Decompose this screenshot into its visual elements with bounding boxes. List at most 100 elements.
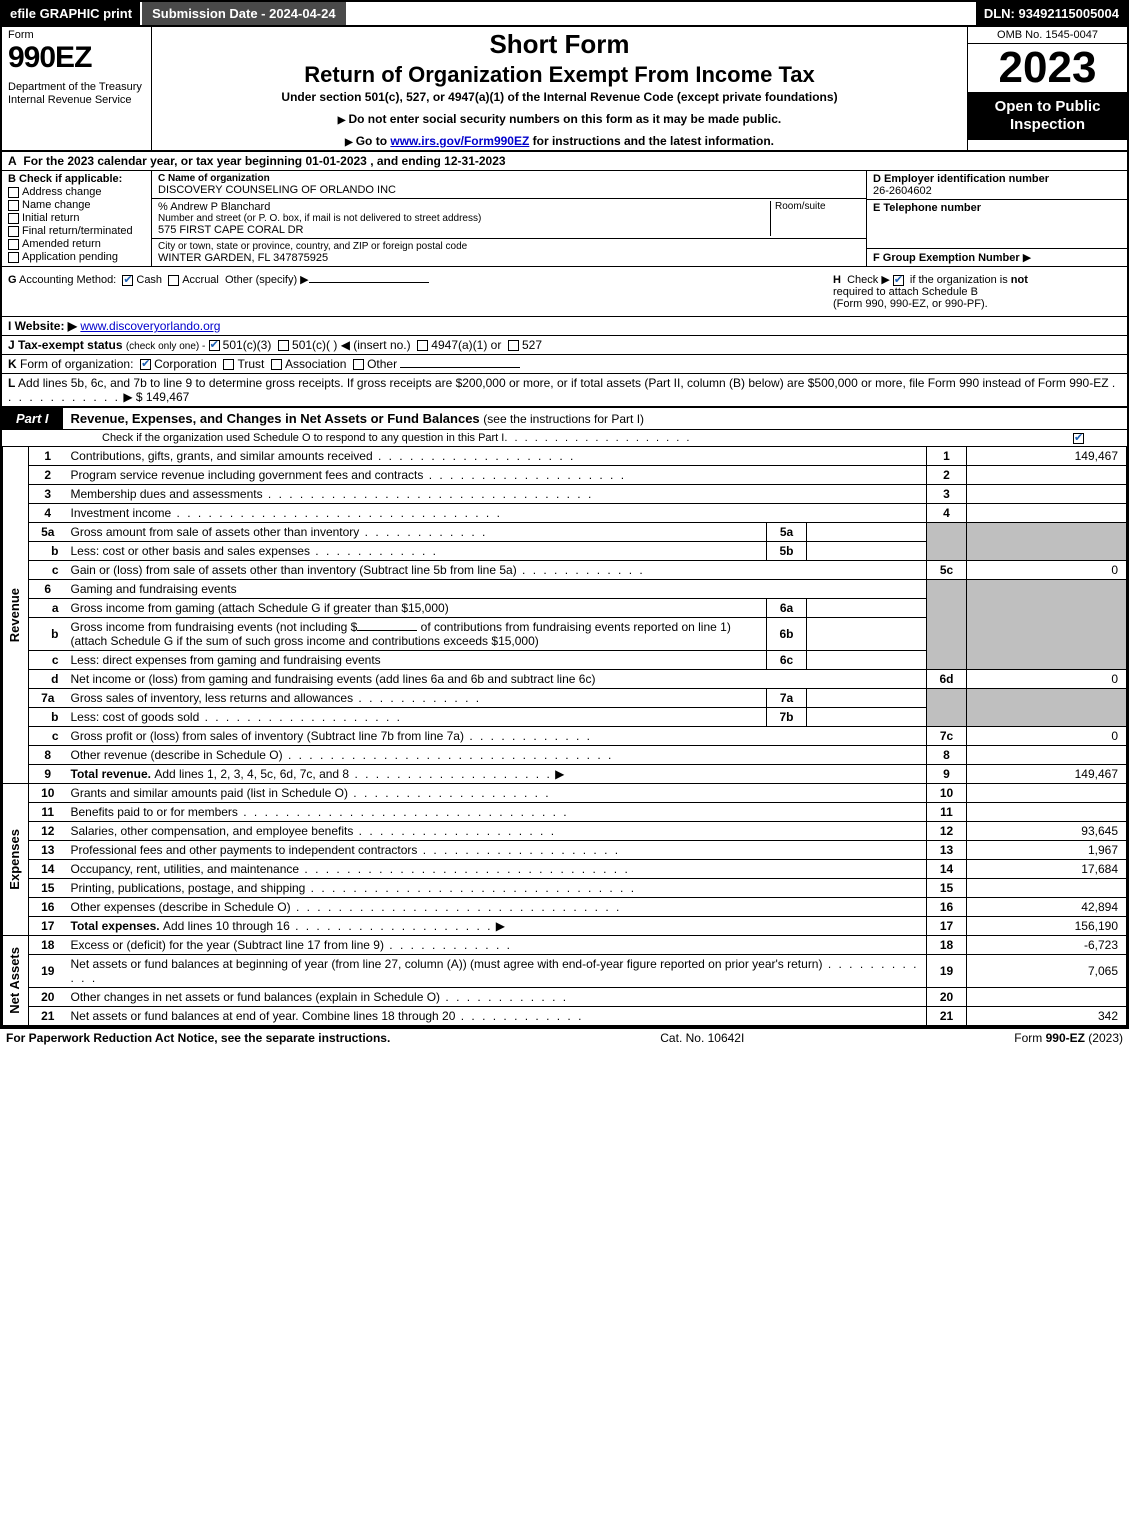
l5a-num: 5a bbox=[29, 523, 67, 542]
chk-accrual[interactable] bbox=[168, 275, 179, 286]
l5b-val bbox=[807, 542, 927, 561]
l18-desc: Excess or (deficit) for the year (Subtra… bbox=[67, 936, 927, 955]
l11-desc-text: Benefits paid to or for members bbox=[71, 805, 238, 819]
chk-501c3[interactable] bbox=[209, 340, 220, 351]
chk-other-label: Other (specify) ▶ bbox=[225, 274, 309, 286]
l10-amt bbox=[967, 784, 1127, 803]
l11-desc: Benefits paid to or for members bbox=[67, 803, 927, 822]
row-j: J Tax-exempt status (check only one) - 5… bbox=[2, 336, 1127, 355]
line-15: 15 Printing, publications, postage, and … bbox=[3, 879, 1127, 898]
l6d-desc: Net income or (loss) from gaming and fun… bbox=[67, 670, 927, 689]
open-to-public: Open to Public Inspection bbox=[968, 92, 1127, 140]
street-value: 575 FIRST CAPE CORAL DR bbox=[158, 224, 770, 236]
l7ab-grey-num bbox=[927, 689, 967, 727]
l13-desc-text: Professional fees and other payments to … bbox=[71, 843, 418, 857]
l4-ln: 4 bbox=[927, 504, 967, 523]
chk-initial-return[interactable]: Initial return bbox=[8, 212, 145, 224]
chk-initial-return-label: Initial return bbox=[22, 212, 79, 224]
chk-501c[interactable] bbox=[278, 340, 289, 351]
top-bar: efile GRAPHIC print Submission Date - 20… bbox=[2, 2, 1127, 27]
row-l: L Add lines 5b, 6c, and 7b to line 9 to … bbox=[2, 374, 1127, 406]
chk-4947[interactable] bbox=[417, 340, 428, 351]
l1-amt: 149,467 bbox=[967, 447, 1127, 466]
footer-left: For Paperwork Reduction Act Notice, see … bbox=[6, 1031, 390, 1045]
l3-amt bbox=[967, 485, 1127, 504]
header-row: Form 990EZ Department of the Treasury In… bbox=[2, 27, 1127, 152]
l8-desc: Other revenue (describe in Schedule O) bbox=[67, 746, 927, 765]
chk-trust[interactable] bbox=[223, 359, 234, 370]
chk-association[interactable] bbox=[271, 359, 282, 370]
line-21: 21 Net assets or fund balances at end of… bbox=[3, 1007, 1127, 1026]
l5ab-grey-num bbox=[927, 523, 967, 561]
l10-ln: 10 bbox=[927, 784, 967, 803]
section-bcdef: B Check if applicable: Address change Na… bbox=[2, 171, 1127, 267]
line-12: 12 Salaries, other compensation, and emp… bbox=[3, 822, 1127, 841]
l7b-sub: 7b bbox=[767, 708, 807, 727]
column-g: G Accounting Method: Cash Accrual Other … bbox=[2, 267, 827, 316]
line-16: 16 Other expenses (describe in Schedule … bbox=[3, 898, 1127, 917]
section-gh: G Accounting Method: Cash Accrual Other … bbox=[2, 267, 1127, 317]
l13-num: 13 bbox=[29, 841, 67, 860]
chk-cash[interactable] bbox=[122, 275, 133, 286]
return-title: Return of Organization Exempt From Incom… bbox=[158, 62, 961, 88]
chk-address-change[interactable]: Address change bbox=[8, 186, 145, 198]
l2-amt bbox=[967, 466, 1127, 485]
expenses-sidelabel: Expenses bbox=[3, 784, 29, 936]
l19-amt: 7,065 bbox=[967, 955, 1127, 988]
l6a-sub: 6a bbox=[767, 599, 807, 618]
line-5c: c Gain or (loss) from sale of assets oth… bbox=[3, 561, 1127, 580]
chk-amended-return[interactable]: Amended return bbox=[8, 238, 145, 250]
part1-subline: Check if the organization used Schedule … bbox=[2, 430, 1127, 446]
line-11: 11 Benefits paid to or for members 11 bbox=[3, 803, 1127, 822]
l7b-num: b bbox=[29, 708, 67, 727]
chk-527[interactable] bbox=[508, 340, 519, 351]
l10-num: 10 bbox=[29, 784, 67, 803]
l6d-ln: 6d bbox=[927, 670, 967, 689]
instruction-line-1: Do not enter social security numbers on … bbox=[158, 112, 961, 126]
netassets-sidelabel: Net Assets bbox=[3, 936, 29, 1026]
chk-application-pending[interactable]: Application pending bbox=[8, 251, 145, 263]
opt-501c3: 501(c)(3) bbox=[223, 338, 272, 352]
l16-amt: 42,894 bbox=[967, 898, 1127, 917]
l6c-sub: 6c bbox=[767, 651, 807, 670]
irs-link[interactable]: www.irs.gov/Form990EZ bbox=[390, 134, 529, 148]
chk-final-return[interactable]: Final return/terminated bbox=[8, 225, 145, 237]
col-b-label: B bbox=[8, 173, 16, 185]
l1-ln: 1 bbox=[927, 447, 967, 466]
chk-schedule-b[interactable] bbox=[893, 275, 904, 286]
l12-desc: Salaries, other compensation, and employ… bbox=[67, 822, 927, 841]
chk-corporation[interactable] bbox=[140, 359, 151, 370]
l11-ln: 11 bbox=[927, 803, 967, 822]
l15-ln: 15 bbox=[927, 879, 967, 898]
l6c-desc: Less: direct expenses from gaming and fu… bbox=[67, 651, 767, 670]
chk-schedule-o[interactable] bbox=[1073, 433, 1084, 444]
l5b-desc: Less: cost or other basis and sales expe… bbox=[67, 542, 767, 561]
part1-instr: (see the instructions for Part I) bbox=[483, 412, 644, 426]
chk-other-org[interactable] bbox=[353, 359, 364, 370]
l20-amt bbox=[967, 988, 1127, 1007]
column-c: C Name of organization DISCOVERY COUNSEL… bbox=[152, 171, 867, 266]
website-label: I Website: ▶ bbox=[8, 319, 77, 333]
footer-right-post: (2023) bbox=[1085, 1031, 1123, 1045]
l17-amt: 156,190 bbox=[967, 917, 1127, 936]
chk-name-change[interactable]: Name change bbox=[8, 199, 145, 211]
line-19: 19 Net assets or fund balances at beginn… bbox=[3, 955, 1127, 988]
l1-desc: Contributions, gifts, grants, and simila… bbox=[67, 447, 927, 466]
l5c-num: c bbox=[29, 561, 67, 580]
line-7a: 7a Gross sales of inventory, less return… bbox=[3, 689, 1127, 708]
row-h-text4: (Form 990, 990-EZ, or 990-PF). bbox=[833, 298, 988, 310]
l11-num: 11 bbox=[29, 803, 67, 822]
group-exemption-block: F Group Exemption Number ▶ bbox=[867, 249, 1127, 266]
l4-desc: Investment income bbox=[67, 504, 927, 523]
l14-num: 14 bbox=[29, 860, 67, 879]
l15-desc: Printing, publications, postage, and shi… bbox=[67, 879, 927, 898]
l7b-val bbox=[807, 708, 927, 727]
lines-table: Revenue 1 Contributions, gifts, grants, … bbox=[2, 446, 1127, 1026]
l21-num: 21 bbox=[29, 1007, 67, 1026]
l14-desc-text: Occupancy, rent, utilities, and maintena… bbox=[71, 862, 300, 876]
line-1: Revenue 1 Contributions, gifts, grants, … bbox=[3, 447, 1127, 466]
l5b-num: b bbox=[29, 542, 67, 561]
gross-receipts-amount: $ 149,467 bbox=[136, 390, 189, 404]
street-block: % Andrew P Blanchard Number and street (… bbox=[152, 199, 866, 239]
website-link[interactable]: www.discoveryorlando.org bbox=[80, 319, 220, 333]
